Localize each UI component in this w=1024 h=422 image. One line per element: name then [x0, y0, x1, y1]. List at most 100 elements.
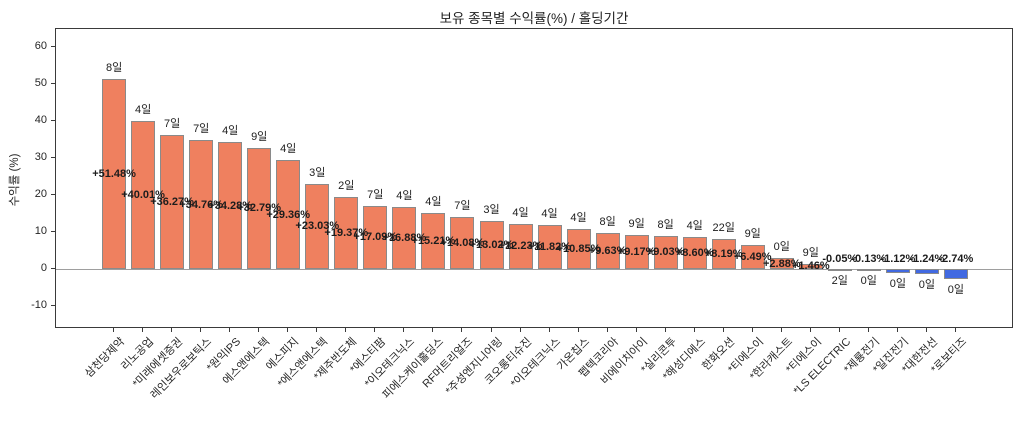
holding-days-label: 9일 [628, 218, 645, 231]
x-tick-mark [635, 328, 637, 332]
bar-value-label: +9.63% [588, 245, 627, 258]
bar-value-label: +10.85% [556, 242, 601, 255]
holding-days-label: 8일 [657, 218, 674, 231]
bar [363, 205, 388, 269]
y-tick-mark [51, 231, 55, 232]
holding-days-label: 8일 [599, 216, 616, 229]
y-tick-label: 60 [34, 40, 47, 52]
bar-value-label: +23.03% [295, 220, 340, 233]
bar [421, 212, 446, 269]
bar [334, 197, 359, 269]
holding-days-label: 3일 [309, 166, 326, 179]
x-tick-mark [432, 328, 434, 332]
x-tick-mark [403, 328, 405, 332]
bar [537, 225, 562, 269]
x-tick-mark [606, 328, 608, 332]
bar [914, 269, 939, 274]
bar-value-label: -1.24% [909, 253, 945, 265]
bar-value-label: +9.17% [617, 246, 656, 258]
bar [276, 160, 301, 269]
x-tick-mark [867, 328, 869, 332]
bar [943, 269, 968, 280]
holding-days-label: 4일 [222, 125, 239, 138]
x-tick-mark [664, 328, 666, 332]
x-tick-mark [751, 328, 753, 332]
bar-value-label: +1.46% [791, 260, 830, 273]
zero-baseline [56, 269, 1012, 270]
bar-value-label: +13.02% [469, 238, 514, 251]
bar [624, 235, 649, 269]
x-tick-mark [722, 328, 724, 332]
y-tick-mark [51, 305, 55, 306]
x-tick-mark [345, 328, 347, 332]
bar [305, 183, 330, 269]
x-tick-mark [316, 328, 318, 332]
bar-value-label: +29.36% [266, 208, 311, 221]
bar-value-label: +34.28% [208, 199, 253, 212]
bar [682, 237, 707, 269]
holding-days-label: 0일 [889, 278, 907, 291]
plot-area: +51.48% 8일 +40.01% 4일 +36.27% 7일 +34.76% 7일 +34.… [55, 28, 1013, 328]
y-tick-mark [51, 83, 55, 84]
bar [450, 216, 475, 269]
bar [189, 140, 214, 269]
holding-days-label: 7일 [367, 188, 384, 201]
bar-value-label: +2.88% [762, 257, 801, 270]
bar-value-label: -1.12% [880, 253, 916, 265]
bar-value-label: +6.49% [733, 251, 772, 263]
bar-value-label: -2.74% [938, 253, 974, 265]
bar-value-label: +16.88% [382, 231, 427, 244]
y-tick-mark [51, 46, 55, 47]
holding-days-label: 7일 [193, 123, 210, 136]
holding-days-label: 4일 [396, 189, 413, 202]
x-tick-mark [925, 328, 927, 332]
bar [508, 223, 533, 269]
x-tick-mark [142, 328, 144, 332]
holding-days-label: 0일 [860, 275, 877, 287]
holding-days-label: 0일 [773, 241, 790, 254]
bar-value-label: -0.13% [851, 253, 887, 265]
holding-days-label: 7일 [454, 199, 471, 212]
x-tick-mark [954, 328, 956, 332]
x-tick-mark [780, 328, 782, 332]
holding-days-label: 2일 [338, 180, 355, 193]
bar [827, 269, 852, 271]
bar-value-label: +9.03% [646, 246, 685, 259]
bar [160, 134, 185, 269]
bar [769, 258, 794, 269]
bar [740, 245, 765, 269]
bar-value-label: +34.76% [179, 198, 224, 211]
y-tick-mark [51, 194, 55, 195]
bar [131, 121, 156, 269]
y-tick-label: 30 [34, 151, 47, 163]
y-tick-label: -10 [31, 299, 47, 311]
bar [798, 263, 823, 269]
y-tick-label: 10 [34, 225, 47, 237]
bar-value-label: -0.05% [822, 253, 858, 265]
x-tick-mark [809, 328, 811, 332]
y-tick-label: 40 [34, 114, 47, 126]
bar [102, 78, 127, 269]
bar-value-label: +14.08% [440, 237, 485, 249]
holding-days-label: 22일 [712, 221, 735, 234]
y-tick-label: 0 [40, 262, 47, 274]
chart-title: 보유 종목별 수익률(%) / 홀딩기간 [439, 11, 629, 26]
holding-days-label: 3일 [483, 203, 500, 216]
x-tick-mark [287, 328, 289, 332]
holding-days-label: 4일 [570, 211, 587, 224]
bar [479, 220, 504, 269]
holding-days-label: 4일 [512, 206, 529, 219]
x-tick-mark [519, 328, 521, 332]
x-tick-mark [258, 328, 260, 332]
x-tick-mark [693, 328, 695, 332]
holding-days-label: 0일 [947, 284, 965, 297]
y-tick-mark [51, 268, 55, 269]
holding-days-label: 4일 [134, 104, 152, 116]
y-tick-mark [51, 157, 55, 158]
bar-value-label: +19.37% [324, 227, 369, 240]
bar-value-label: +36.27% [150, 195, 194, 208]
bar-value-label: +40.01% [121, 189, 165, 201]
holding-days-label: 2일 [831, 275, 848, 287]
x-tick-mark [838, 328, 840, 332]
